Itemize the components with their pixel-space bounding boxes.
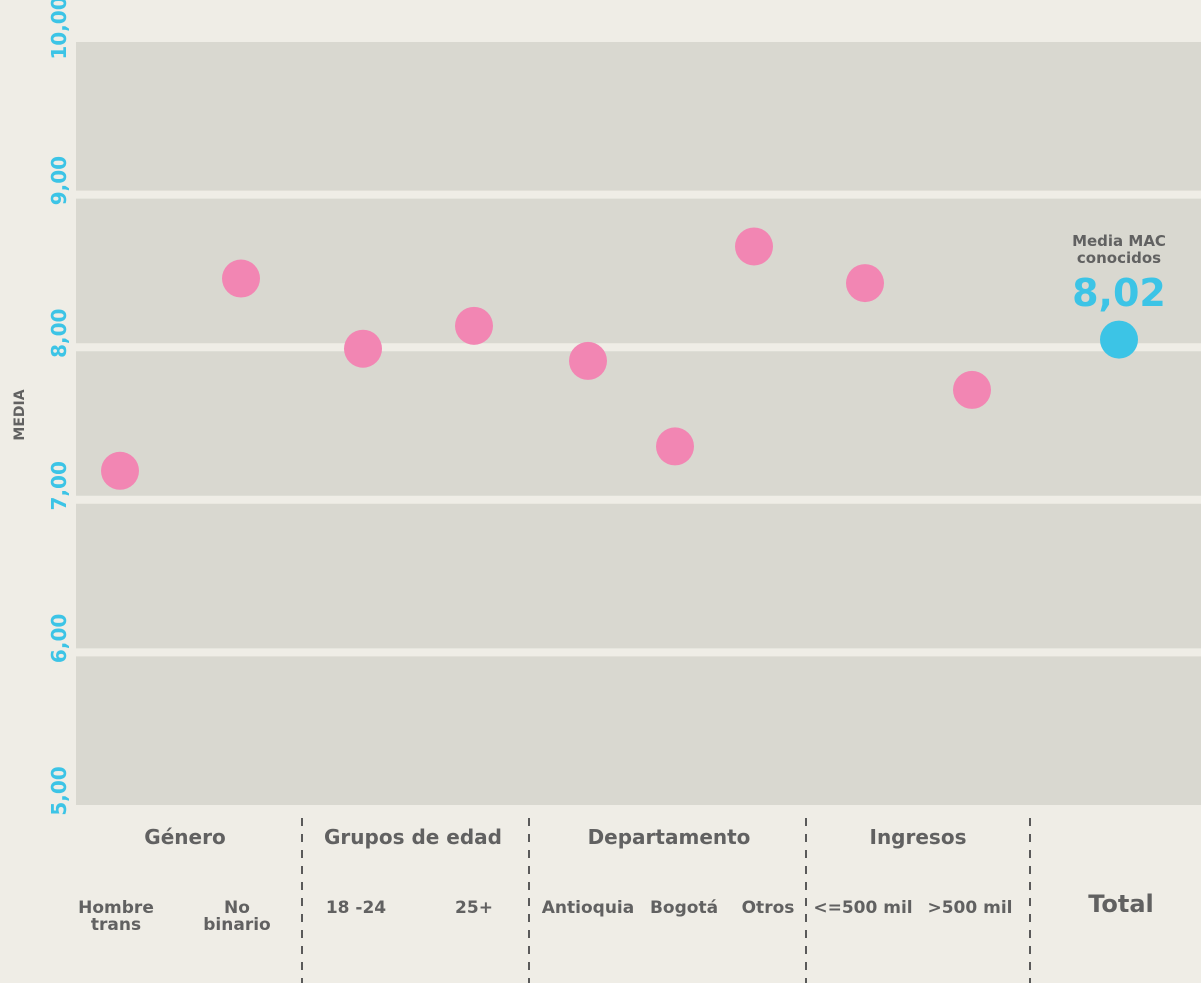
gridlines — [76, 190, 1201, 657]
category-label-line: 25+ — [455, 898, 493, 918]
category-label-line: <=500 mil — [813, 898, 912, 918]
plot-area — [76, 42, 1201, 805]
total-data-point — [1100, 320, 1138, 359]
total-category-label: Total — [1088, 890, 1154, 918]
category-label-line: trans — [91, 915, 141, 935]
annotation-title-line-2: conocidos — [1077, 249, 1161, 267]
category-label-line: Hombre — [78, 898, 154, 918]
y-tick-label: 8,00 — [47, 309, 71, 358]
category-label-line: Bogotá — [650, 898, 718, 918]
data-point — [735, 227, 773, 266]
category-label-line: Antioquia — [542, 898, 634, 918]
data-point — [101, 451, 139, 490]
data-point — [455, 306, 493, 345]
category-label: Hombre trans — [78, 898, 154, 935]
category-label-line: Otros — [742, 898, 795, 918]
data-point — [656, 427, 694, 466]
category-label: Antioquia — [542, 898, 634, 918]
group-label: Ingresos — [870, 825, 967, 849]
y-axis-tick-labels: 5,00 6,00 7,00 8,00 9,00 10,00 — [47, 0, 71, 816]
category-label-line: binario — [203, 915, 270, 935]
category-label-line: Total — [1088, 890, 1154, 918]
data-points — [101, 227, 1138, 490]
category-label: No binario — [203, 898, 270, 935]
category-label: 18 -24 — [326, 898, 386, 918]
y-tick-label: 10,00 — [47, 0, 71, 60]
y-axis-title: MEDIA — [12, 389, 28, 440]
annotation-title-line-1: Media MAC — [1072, 232, 1166, 250]
group-label: Género — [144, 825, 225, 849]
data-point — [953, 370, 991, 409]
group-label: Departamento — [588, 825, 751, 849]
group-labels: Género Grupos de edad Departamento Ingresos — [144, 825, 966, 849]
group-dividers — [301, 818, 1031, 983]
annotation-value: 8,02 — [1072, 271, 1166, 315]
y-tick-label: 6,00 — [47, 614, 71, 663]
y-tick-label: 9,00 — [47, 156, 71, 205]
category-labels: Hombre trans No binario 18 -24 25+ Antioquia Bo… — [78, 890, 1154, 935]
category-label-line: >500 mil — [927, 898, 1012, 918]
category-label: 25+ — [455, 898, 493, 918]
y-tick-label: 7,00 — [47, 461, 71, 510]
category-label: Otros — [742, 898, 795, 918]
category-label-line: No — [224, 898, 250, 918]
category-label-line: 18 -24 — [326, 898, 386, 918]
data-point — [344, 329, 382, 368]
category-label: <=500 mil — [813, 898, 912, 918]
group-label: Grupos de edad — [324, 825, 502, 849]
data-point — [569, 341, 607, 380]
y-tick-label: 5,00 — [47, 766, 71, 815]
category-label: >500 mil — [927, 898, 1012, 918]
category-label: Bogotá — [650, 898, 718, 918]
data-point — [846, 264, 884, 303]
data-point — [222, 259, 260, 298]
